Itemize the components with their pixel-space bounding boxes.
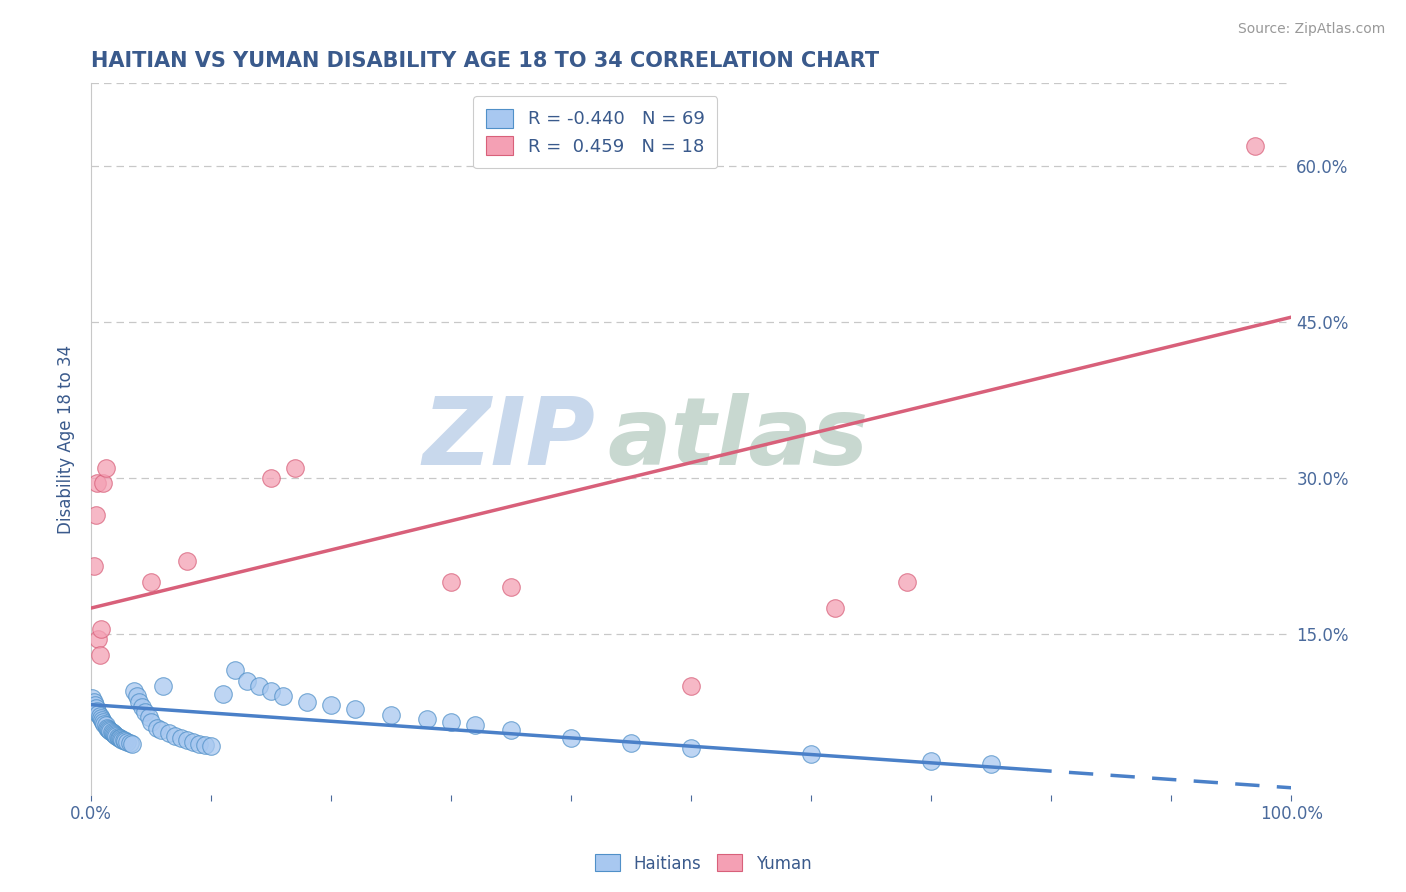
Text: Source: ZipAtlas.com: Source: ZipAtlas.com [1237,22,1385,37]
Legend: R = -0.440   N = 69, R =  0.459   N = 18: R = -0.440 N = 69, R = 0.459 N = 18 [474,96,717,169]
Point [100,724,122,739]
Point [157,725,180,739]
Point [260,471,283,485]
Point [87,706,110,721]
Point [131,699,153,714]
Point [121,737,143,751]
Point [416,712,439,726]
Point [114,734,136,748]
Point [105,729,128,743]
Point [1244,138,1267,153]
Text: ZIP: ZIP [422,393,595,485]
Point [224,664,246,678]
Point [118,736,141,750]
Point [165,729,187,743]
Point [98,723,121,737]
Point [896,575,918,590]
Point [111,733,134,747]
Point [236,673,259,688]
Point [194,738,217,752]
Text: HAITIAN VS YUMAN DISABILITY AGE 18 TO 34 CORRELATION CHART: HAITIAN VS YUMAN DISABILITY AGE 18 TO 34… [91,51,879,70]
Point [138,710,160,724]
Text: atlas: atlas [607,393,869,485]
Point [83,694,105,708]
Point [83,698,105,712]
Point [149,723,172,737]
Point [91,713,114,727]
Point [94,460,117,475]
Point [107,731,129,745]
Point [181,735,204,749]
Point [128,694,150,708]
Point [98,723,121,738]
Point [560,731,582,745]
Point [93,717,115,731]
Point [247,679,270,693]
Point [152,679,174,693]
Point [212,687,235,701]
Point [90,622,112,636]
Point [91,476,114,491]
Point [84,700,107,714]
Point [321,698,343,712]
Point [104,728,127,742]
Point [501,723,523,737]
Point [920,754,942,768]
Point [87,632,110,647]
Point [344,702,367,716]
Point [295,694,318,708]
Point [90,711,112,725]
Y-axis label: Disability Age 18 to 34: Disability Age 18 to 34 [58,344,75,533]
Point [440,715,463,730]
Point [980,756,1002,771]
Point [108,731,131,745]
Point [141,715,163,730]
Point [170,731,193,745]
Point [200,739,222,754]
Point [800,747,823,761]
Point [176,733,198,747]
Point [112,733,135,747]
Point [91,715,114,730]
Point [681,679,703,693]
Point [110,731,132,746]
Point [501,580,523,594]
Point [103,727,125,741]
Point [89,648,111,662]
Point [188,737,211,751]
Point [284,460,307,475]
Point [83,559,105,574]
Point [84,508,107,522]
Point [115,735,138,749]
Point [620,736,643,750]
Point [141,575,163,590]
Point [96,721,118,735]
Point [271,690,294,704]
Point [681,741,703,756]
Point [89,709,111,723]
Point [125,690,148,704]
Point [86,476,108,491]
Point [134,705,156,719]
Point [82,691,104,706]
Point [86,704,108,718]
Point [464,718,486,732]
Point [146,721,169,735]
Point [380,708,402,723]
Point [124,684,146,698]
Point [824,601,846,615]
Point [101,725,124,739]
Point [260,684,283,698]
Legend: Haitians, Yuman: Haitians, Yuman [588,847,818,880]
Point [107,730,129,744]
Point [97,722,120,736]
Point [440,575,463,590]
Point [176,554,198,568]
Point [94,718,117,732]
